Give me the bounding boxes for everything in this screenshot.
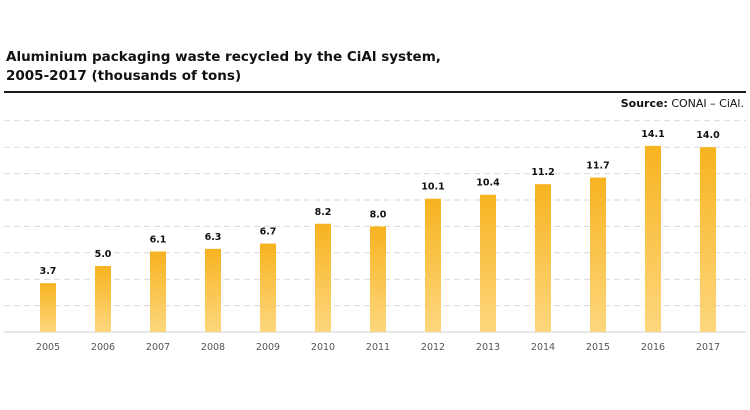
- x-tick-2015: 2015: [586, 342, 610, 353]
- x-tick-2005: 2005: [36, 342, 60, 353]
- value-label-2010: 8.2: [315, 207, 332, 218]
- x-tick-2010: 2010: [311, 342, 335, 353]
- bar-2009: [260, 243, 276, 332]
- value-label-2012: 10.1: [421, 182, 444, 193]
- bar-2006: [95, 266, 111, 332]
- source-text: CONAI – CiAl.: [671, 97, 744, 110]
- value-label-2009: 6.7: [260, 227, 277, 238]
- x-tick-2014: 2014: [531, 342, 555, 353]
- bar-2005: [40, 283, 56, 332]
- bar-2012: [425, 198, 441, 332]
- value-label-2014: 11.2: [531, 167, 554, 178]
- bar-2007: [150, 251, 166, 332]
- x-tick-2012: 2012: [421, 342, 445, 353]
- value-label-2017: 14.0: [696, 130, 720, 141]
- bar-2017: [700, 147, 716, 332]
- x-tick-2011: 2011: [366, 342, 390, 353]
- bar-2015: [590, 177, 606, 332]
- title-divider: [4, 91, 746, 93]
- x-tick-2006: 2006: [91, 342, 115, 353]
- x-tick-2017: 2017: [696, 342, 720, 353]
- bar-2011: [370, 226, 386, 332]
- value-label-2016: 14.1: [641, 129, 664, 140]
- value-label-2005: 3.7: [40, 266, 57, 277]
- chart-title: Aluminium packaging waste recycled by th…: [6, 48, 566, 86]
- value-label-2006: 5.0: [95, 249, 112, 260]
- x-tick-2013: 2013: [476, 342, 500, 353]
- value-label-2008: 6.3: [205, 232, 222, 243]
- bar-2014: [535, 184, 551, 332]
- value-labels: 3.7 5.0 6.1 6.3 6.7 8.2 8.0 10.1 10.4 11.2 11.7 14.…: [40, 129, 721, 277]
- value-label-2013: 10.4: [476, 178, 500, 189]
- x-tick-2008: 2008: [201, 342, 225, 353]
- bars: [40, 145, 716, 332]
- value-label-2015: 11.7: [586, 161, 609, 172]
- value-label-2011: 8.0: [370, 209, 387, 220]
- x-tick-2007: 2007: [146, 342, 170, 353]
- source-note: Source: CONAI – CiAl.: [621, 97, 744, 110]
- value-label-2007: 6.1: [150, 234, 167, 245]
- bar-2010: [315, 223, 331, 332]
- bar-2016: [645, 145, 661, 332]
- x-tick-2009: 2009: [256, 342, 280, 353]
- bar-2008: [205, 248, 221, 332]
- bar-2013: [480, 194, 496, 332]
- x-tick-labels: 2005 2006 2007 2008 2009 2010 2011 2012 2013 2014…: [36, 342, 720, 353]
- chart-title-line-1: Aluminium packaging waste recycled by th…: [6, 49, 441, 65]
- x-tick-2016: 2016: [641, 342, 665, 353]
- chart-title-line-2: 2005-2017 (thousands of tons): [6, 68, 242, 84]
- source-label: Source:: [620, 97, 668, 110]
